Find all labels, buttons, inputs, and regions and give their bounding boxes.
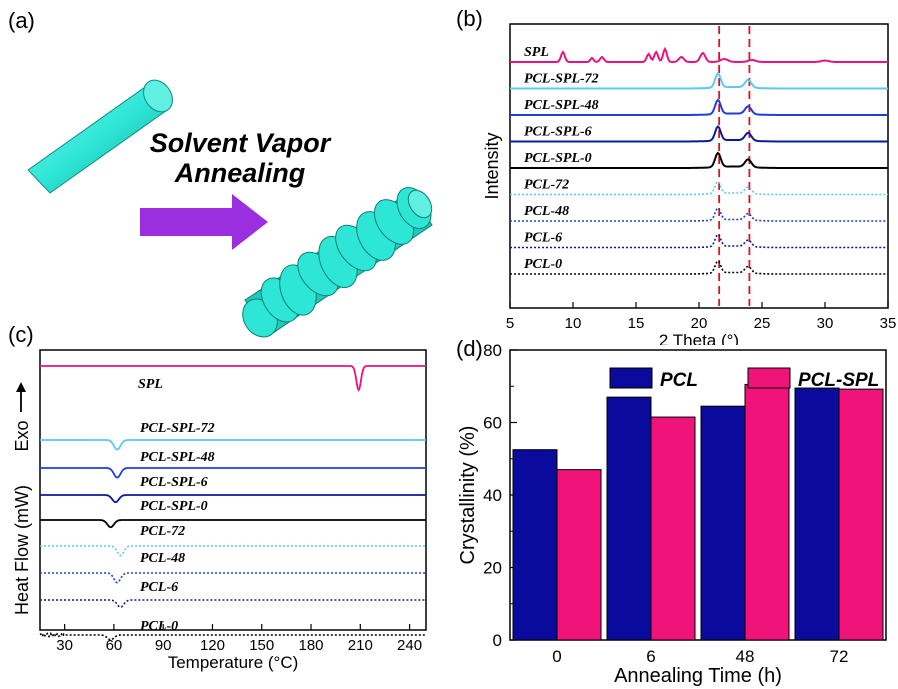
bar-pcl-spl-48	[744, 383, 790, 641]
series-line-pcl-72	[510, 180, 888, 196]
x-tick-label: 15	[628, 315, 645, 332]
bar-pcl-spl-72	[838, 388, 884, 641]
y-axis-label: Crystallinity (%)	[457, 426, 479, 565]
series-line-spl	[40, 365, 426, 392]
chart-dsc: 30 60 90 120 150 180 210 240 Temperature (°C) Hea…	[12, 349, 427, 672]
x-tick-label: 35	[880, 315, 897, 332]
x-tick-label: 0	[552, 647, 561, 666]
x-tick-label: 60	[106, 637, 123, 654]
panel-label-b: (b)	[456, 6, 483, 31]
x-tick-label: 6	[646, 647, 655, 666]
chart-crystallinity: 0 20 40 60 80 Crystallinity (%) 0 6 48 72 Annealin…	[457, 341, 887, 687]
x-tick-label: 240	[397, 637, 422, 654]
x-tick-label: 120	[200, 637, 225, 654]
series-label-pcl-48: PCL-48	[140, 551, 185, 566]
series-line-pcl-spl-72	[40, 439, 426, 451]
bar-pcl-72	[794, 387, 840, 641]
series-label-pcl-0: PCL-0	[524, 257, 562, 272]
series-label-pcl-spl-0: PCL-SPL-0	[140, 499, 208, 514]
series-label-pcl-spl-48: PCL-SPL-48	[524, 98, 599, 113]
exo-label: Exo	[12, 420, 32, 451]
series-label-spl: SPL	[524, 45, 549, 60]
series-line-pcl-48	[40, 572, 426, 584]
schematic-graphic	[27, 79, 433, 338]
schematic-line-1: Solvent Vapor	[149, 128, 331, 158]
x-tick-label: 30	[817, 315, 834, 332]
bar-pcl-spl-0	[556, 469, 602, 641]
series-label-pcl-72: PCL-72	[140, 524, 185, 539]
series-line-pcl-spl-72	[510, 72, 888, 90]
series-line-pcl-spl-0	[510, 151, 888, 169]
exo-arrowhead-icon	[16, 382, 26, 392]
panel-label-c: (c)	[8, 322, 34, 347]
series-label-pcl-72: PCL-72	[524, 178, 569, 193]
series-label-pcl-spl-72: PCL-SPL-72	[524, 72, 599, 87]
x-tick-label: 72	[830, 647, 849, 666]
x-tick-label: 48	[736, 647, 755, 666]
x-tick-label: 180	[299, 637, 324, 654]
series-line-pcl-spl-48	[40, 467, 426, 479]
series-label-pcl-0: PCL-0	[140, 619, 178, 634]
y-tick-label: 60	[483, 414, 502, 433]
x-axis-label: 2 Theta (°)	[659, 331, 739, 345]
schematic-line-2: Annealing	[174, 158, 306, 188]
x-tick-label: 25	[754, 315, 771, 332]
series-line-spl	[510, 46, 888, 64]
x-tick-label: 30	[56, 637, 73, 654]
panel-label-d: (d)	[456, 336, 483, 361]
series-label-pcl-spl-6: PCL-SPL-6	[140, 475, 208, 490]
x-tick-label: 150	[249, 637, 274, 654]
series-label-pcl-48: PCL-48	[524, 204, 569, 219]
series-line-pcl-spl-6	[510, 125, 888, 143]
series-line-pcl-6	[40, 599, 426, 609]
series-label-pcl-6: PCL-6	[524, 231, 562, 246]
x-axis-label: Annealing Time (h)	[614, 665, 782, 687]
y-tick-label: 0	[493, 631, 502, 650]
series-line-pcl-spl-6	[40, 494, 426, 504]
series-line-pcl-0	[510, 259, 888, 275]
x-axis-label: Temperature (°C)	[168, 653, 299, 672]
panel-label-a: (a)	[8, 8, 35, 33]
x-tick-label: 20	[691, 315, 708, 332]
schematic-title: Solvent Vapor Annealing	[120, 128, 360, 188]
chart-xrd: 5 10 15 20 25 30 35 2 Theta (°) Intensity SPL PCL-…	[482, 23, 897, 345]
series-line-pcl-6	[510, 233, 888, 249]
annealing-arrow-icon	[140, 194, 268, 250]
x-tick-label: 90	[155, 637, 172, 654]
plot-frame	[39, 349, 427, 631]
series-line-pcl-72	[40, 545, 426, 557]
series-label-pcl-spl-0: PCL-SPL-0	[524, 151, 592, 166]
legend-swatch-pcl	[609, 367, 653, 389]
bar-pcl-spl-6	[650, 416, 696, 641]
x-tick-label: 10	[565, 315, 582, 332]
bar-pcl-6	[606, 396, 652, 641]
series-label-pcl-spl-48: PCL-SPL-48	[140, 450, 215, 465]
bar-pcl-0	[512, 449, 558, 641]
series-label-pcl-spl-72: PCL-SPL-72	[140, 421, 215, 436]
y-tick-label: 40	[483, 486, 502, 505]
plot-frame	[509, 23, 889, 309]
y-axis-label: Intensity	[482, 132, 502, 199]
x-tick-label: 5	[506, 315, 514, 332]
series-label-pcl-spl-6: PCL-SPL-6	[524, 125, 592, 140]
rough-rod-icon	[242, 187, 433, 338]
x-tick-label: 210	[348, 637, 373, 654]
y-axis-label: Heat Flow (mW)	[12, 485, 32, 615]
series-line-pcl-spl-0	[40, 519, 426, 529]
legend-swatch-pcl-spl	[747, 367, 791, 389]
series-line-pcl-48	[510, 206, 888, 222]
y-tick-label: 80	[483, 341, 502, 360]
legend-label-pcl: PCL	[660, 370, 698, 391]
series-line-pcl-spl-48	[510, 98, 888, 116]
bar-pcl-48	[700, 405, 746, 641]
y-tick-label: 20	[483, 559, 502, 578]
legend-label-pcl-spl: PCL-SPL	[798, 370, 879, 391]
smooth-rod-icon	[27, 79, 173, 194]
series-label-spl: SPL	[138, 377, 163, 392]
series-label-pcl-6: PCL-6	[140, 580, 178, 595]
